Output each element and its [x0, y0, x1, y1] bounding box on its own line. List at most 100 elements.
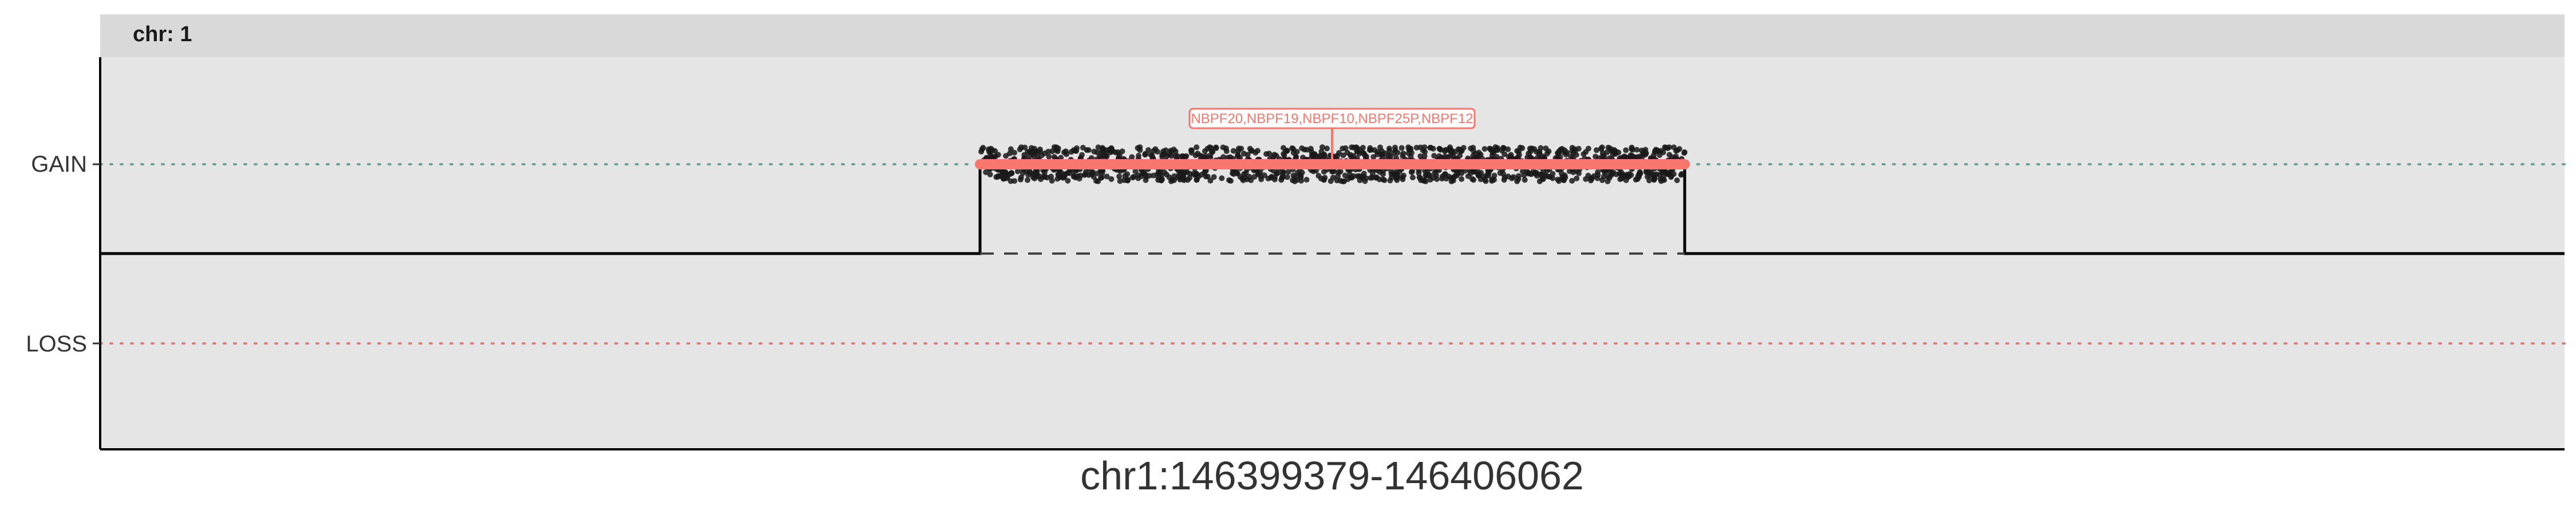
probe-point: [1431, 153, 1437, 159]
probe-point: [1514, 178, 1520, 184]
probe-point: [1213, 145, 1219, 151]
probe-point: [1003, 153, 1009, 159]
probe-point: [1568, 153, 1574, 160]
probe-point: [1254, 148, 1261, 154]
probe-point: [1301, 147, 1307, 153]
probe-point: [1392, 144, 1398, 151]
probe-point: [1165, 152, 1172, 158]
probe-point: [1080, 145, 1086, 151]
probe-point: [1290, 149, 1297, 156]
probe-point: [1522, 177, 1528, 183]
probe-point: [1521, 172, 1527, 179]
probe-point: [1416, 174, 1423, 180]
probe-point: [1046, 153, 1052, 160]
probe-point: [1223, 148, 1230, 155]
probe-point: [1386, 148, 1392, 154]
probe-point: [1502, 151, 1508, 157]
probe-point: [1658, 178, 1664, 184]
probe-point: [1574, 175, 1580, 181]
probe-point: [1604, 149, 1610, 156]
probe-point: [1145, 147, 1151, 153]
probe-point: [1070, 173, 1077, 180]
probe-point: [1442, 148, 1448, 155]
probe-point: [1049, 148, 1055, 155]
probe-point: [1192, 152, 1199, 159]
probe-point: [1569, 177, 1575, 184]
probe-point: [1340, 152, 1346, 159]
probe-point: [1660, 149, 1666, 156]
probe-point: [1497, 170, 1503, 176]
probe-point: [1278, 177, 1285, 183]
probe-point: [1427, 176, 1433, 183]
probe-point: [1629, 147, 1635, 153]
probe-point: [1468, 145, 1474, 152]
probe-point: [1408, 153, 1414, 160]
probe-point: [1575, 145, 1582, 152]
probe-point: [1290, 172, 1297, 179]
probe-point: [1220, 154, 1227, 160]
probe-point: [1135, 172, 1141, 179]
probe-point: [987, 171, 993, 177]
probe-point: [1400, 151, 1406, 157]
probe-point: [1109, 148, 1116, 154]
probe-point: [1633, 176, 1639, 183]
probe-point: [1336, 150, 1342, 156]
probe-point: [1037, 149, 1043, 155]
probe-point: [1613, 171, 1619, 177]
probe-point: [1526, 170, 1532, 176]
probe-point: [1281, 152, 1287, 159]
probe-point: [1540, 176, 1546, 182]
probe-point: [1363, 175, 1369, 181]
probe-point: [989, 147, 995, 153]
probe-point: [1491, 149, 1497, 156]
probe-point: [1175, 175, 1181, 181]
probe-point: [1487, 145, 1493, 152]
probe-point: [1408, 169, 1415, 175]
probe-point: [1284, 174, 1290, 180]
probe-point: [1129, 154, 1135, 160]
probe-point: [1514, 148, 1520, 154]
probe-point: [1576, 170, 1582, 176]
probe-point: [1413, 145, 1420, 151]
probe-point: [1208, 145, 1214, 151]
probe-point: [1022, 144, 1028, 151]
probe-point: [1066, 170, 1073, 176]
probe-point: [1450, 177, 1456, 184]
probe-point: [1527, 148, 1534, 155]
probe-point: [1048, 173, 1054, 180]
probe-point: [1108, 176, 1115, 182]
probe-point: [1599, 177, 1605, 183]
probe-point: [1535, 154, 1541, 160]
probe-point: [1057, 168, 1062, 175]
probe-point: [1321, 176, 1327, 183]
probe-point: [1467, 171, 1473, 177]
probe-point: [1002, 170, 1009, 176]
probe-point: [1558, 171, 1564, 176]
probe-point: [1137, 147, 1143, 153]
probe-point: [1219, 175, 1225, 181]
probe-point: [1399, 174, 1405, 180]
probe-point: [1054, 176, 1061, 182]
probe-point: [1104, 173, 1110, 180]
probe-point: [1341, 178, 1347, 184]
probe-point: [1452, 149, 1459, 155]
probe-point: [1315, 173, 1322, 179]
probe-point: [1187, 175, 1193, 181]
probe-point: [1042, 150, 1048, 156]
probe-point: [1089, 171, 1095, 177]
probe-point: [1336, 169, 1342, 175]
probe-point: [1151, 172, 1157, 179]
probe-point: [1601, 168, 1607, 174]
probe-point: [1350, 173, 1357, 179]
facet-label: chr: 1: [133, 22, 192, 46]
probe-point: [1676, 146, 1682, 152]
probe-point: [1324, 145, 1330, 152]
probe-point: [1394, 149, 1401, 156]
probe-point: [1318, 148, 1325, 155]
probe-point: [1122, 173, 1128, 179]
probe-point: [1666, 170, 1673, 176]
probe-point: [1360, 145, 1366, 151]
probe-point: [1064, 151, 1069, 157]
probe-point: [1430, 145, 1436, 152]
probe-point: [1368, 147, 1374, 153]
